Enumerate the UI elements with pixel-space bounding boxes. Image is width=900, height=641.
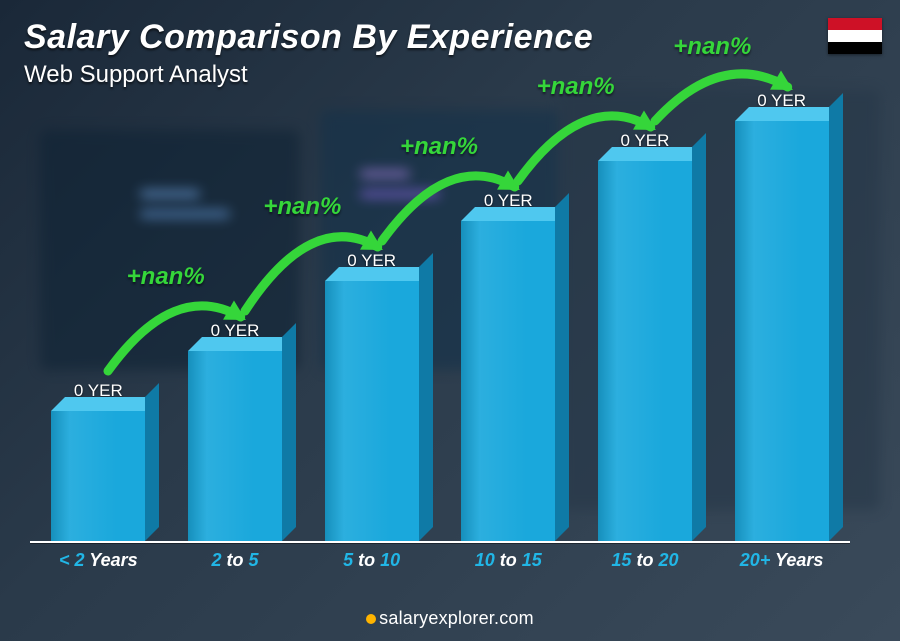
x-axis-category: 20+ Years xyxy=(723,550,841,571)
chart-title: Salary Comparison By Experience xyxy=(24,18,593,57)
logo-dot-icon xyxy=(366,614,376,624)
x-axis-category: 5 to 10 xyxy=(313,550,431,571)
x-axis-category: 15 to 20 xyxy=(586,550,704,571)
bar-slot: 0 YER xyxy=(39,381,157,541)
bar-slot: 0 YER xyxy=(586,131,704,541)
bar-slot: 0 YER xyxy=(313,251,431,541)
bar xyxy=(735,121,829,541)
x-labels-container: < 2 Years 2 to 5 5 to 10 10 to 15 15 to 20 20… xyxy=(30,547,850,573)
bar xyxy=(188,351,282,541)
x-axis-category: 2 to 5 xyxy=(176,550,294,571)
chart-subtitle: Web Support Analyst xyxy=(24,61,593,89)
delta-label: +nan% xyxy=(673,33,751,61)
bar-slot: 0 YER xyxy=(723,91,841,541)
footer: salaryexplorer.com xyxy=(0,608,900,629)
title-block: Salary Comparison By Experience Web Supp… xyxy=(24,18,593,89)
bar-slot: 0 YER xyxy=(176,321,294,541)
bar xyxy=(461,221,555,541)
bar xyxy=(51,411,145,541)
chart-stage: Salary Comparison By Experience Web Supp… xyxy=(0,0,900,641)
x-axis-category: < 2 Years xyxy=(39,550,157,571)
x-axis-category: 10 to 15 xyxy=(449,550,567,571)
chart-area: 0 YER0 YER0 YER0 YER0 YER0 YER +nan%+nan… xyxy=(30,120,850,573)
country-flag-icon xyxy=(828,18,882,54)
bars-container: 0 YER0 YER0 YER0 YER0 YER0 YER xyxy=(30,120,850,541)
bar xyxy=(325,281,419,541)
footer-site: salaryexplorer.com xyxy=(379,608,534,628)
bar-slot: 0 YER xyxy=(449,191,567,541)
bar xyxy=(598,161,692,541)
x-axis-baseline xyxy=(30,541,850,543)
